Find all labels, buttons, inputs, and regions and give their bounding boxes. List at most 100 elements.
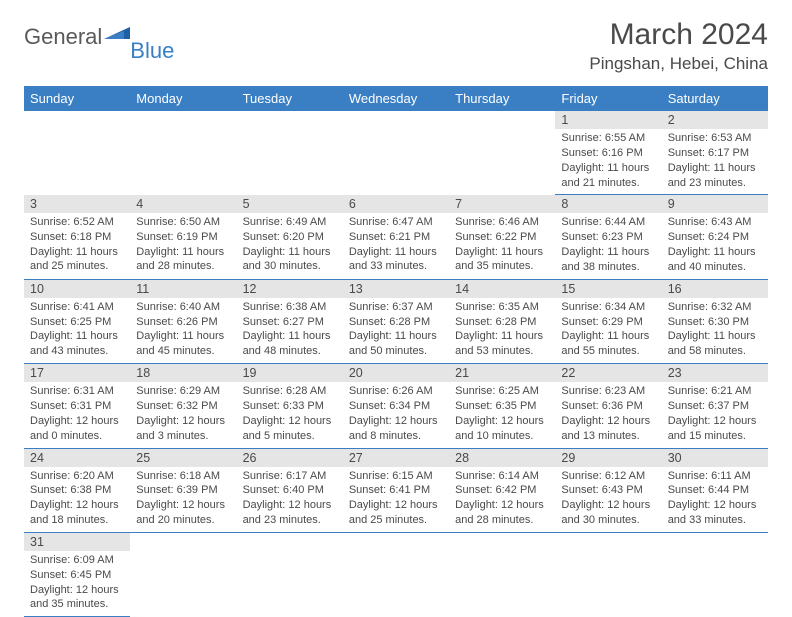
day-data-line: and 0 minutes.	[30, 429, 124, 444]
calendar-cell	[130, 111, 236, 195]
day-number: 15	[555, 280, 661, 298]
day-data-line: Sunset: 6:40 PM	[243, 483, 337, 498]
day-data: Sunrise: 6:46 AMSunset: 6:22 PMDaylight:…	[449, 213, 555, 278]
day-data: Sunrise: 6:21 AMSunset: 6:37 PMDaylight:…	[662, 382, 768, 447]
day-data-line: Sunrise: 6:53 AM	[668, 131, 762, 146]
day-number: 7	[449, 195, 555, 213]
title-block: March 2024 Pingshan, Hebei, China	[589, 18, 768, 74]
day-data-line: Daylight: 12 hours	[455, 414, 549, 429]
day-data-line: Sunset: 6:21 PM	[349, 230, 443, 245]
weekday-header: Sunday	[24, 86, 130, 111]
calendar-week-row: 24Sunrise: 6:20 AMSunset: 6:38 PMDayligh…	[24, 448, 768, 532]
calendar-cell: 10Sunrise: 6:41 AMSunset: 6:25 PMDayligh…	[24, 279, 130, 363]
day-data-line: Sunrise: 6:14 AM	[455, 469, 549, 484]
day-data-line: Sunrise: 6:31 AM	[30, 384, 124, 399]
calendar-cell: 4Sunrise: 6:50 AMSunset: 6:19 PMDaylight…	[130, 195, 236, 279]
day-data: Sunrise: 6:25 AMSunset: 6:35 PMDaylight:…	[449, 382, 555, 447]
day-data-line: Daylight: 12 hours	[136, 414, 230, 429]
day-data-line: and 10 minutes.	[455, 429, 549, 444]
day-data-line: Sunset: 6:37 PM	[668, 399, 762, 414]
day-number: 14	[449, 280, 555, 298]
calendar-cell: 1Sunrise: 6:55 AMSunset: 6:16 PMDaylight…	[555, 111, 661, 195]
day-data: Sunrise: 6:15 AMSunset: 6:41 PMDaylight:…	[343, 467, 449, 532]
day-data: Sunrise: 6:44 AMSunset: 6:23 PMDaylight:…	[555, 213, 661, 278]
calendar-week-row: 3Sunrise: 6:52 AMSunset: 6:18 PMDaylight…	[24, 195, 768, 279]
day-data-line: and 20 minutes.	[136, 513, 230, 528]
day-data-line: and 35 minutes.	[30, 597, 124, 612]
day-data-line: Sunset: 6:45 PM	[30, 568, 124, 583]
day-number: 31	[24, 533, 130, 551]
day-number: 13	[343, 280, 449, 298]
day-number: 3	[24, 195, 130, 213]
day-data-line: Sunset: 6:35 PM	[455, 399, 549, 414]
calendar-cell: 14Sunrise: 6:35 AMSunset: 6:28 PMDayligh…	[449, 279, 555, 363]
day-data-line: and 3 minutes.	[136, 429, 230, 444]
day-number: 20	[343, 364, 449, 382]
calendar-cell: 17Sunrise: 6:31 AMSunset: 6:31 PMDayligh…	[24, 364, 130, 448]
calendar-cell: 30Sunrise: 6:11 AMSunset: 6:44 PMDayligh…	[662, 448, 768, 532]
day-data-line: and 5 minutes.	[243, 429, 337, 444]
day-data-line: Daylight: 12 hours	[30, 498, 124, 513]
day-data-line: Sunrise: 6:47 AM	[349, 215, 443, 230]
calendar-cell: 28Sunrise: 6:14 AMSunset: 6:42 PMDayligh…	[449, 448, 555, 532]
day-number: 27	[343, 449, 449, 467]
day-number: 17	[24, 364, 130, 382]
day-data: Sunrise: 6:52 AMSunset: 6:18 PMDaylight:…	[24, 213, 130, 278]
day-data-line: and 43 minutes.	[30, 344, 124, 359]
day-data-line: Sunrise: 6:20 AM	[30, 469, 124, 484]
day-data-line: Sunset: 6:28 PM	[349, 315, 443, 330]
day-data-line: Sunrise: 6:50 AM	[136, 215, 230, 230]
day-data-line: Daylight: 12 hours	[668, 498, 762, 513]
day-data-line: Daylight: 12 hours	[30, 414, 124, 429]
day-data-line: Sunrise: 6:35 AM	[455, 300, 549, 315]
day-data-line: Sunrise: 6:43 AM	[668, 215, 762, 230]
day-data-line: and 13 minutes.	[561, 429, 655, 444]
day-data-line: Sunrise: 6:41 AM	[30, 300, 124, 315]
calendar-cell: 6Sunrise: 6:47 AMSunset: 6:21 PMDaylight…	[343, 195, 449, 279]
day-data-line: Daylight: 11 hours	[243, 329, 337, 344]
day-data-line: and 28 minutes.	[455, 513, 549, 528]
calendar-cell: 12Sunrise: 6:38 AMSunset: 6:27 PMDayligh…	[237, 279, 343, 363]
day-data: Sunrise: 6:17 AMSunset: 6:40 PMDaylight:…	[237, 467, 343, 532]
calendar-cell: 22Sunrise: 6:23 AMSunset: 6:36 PMDayligh…	[555, 364, 661, 448]
weekday-header-row: SundayMondayTuesdayWednesdayThursdayFrid…	[24, 86, 768, 111]
day-number: 24	[24, 449, 130, 467]
day-data-line: Daylight: 11 hours	[243, 245, 337, 260]
day-number: 4	[130, 195, 236, 213]
day-data-line: Sunset: 6:38 PM	[30, 483, 124, 498]
day-data-line: Daylight: 11 hours	[136, 329, 230, 344]
calendar-cell: 2Sunrise: 6:53 AMSunset: 6:17 PMDaylight…	[662, 111, 768, 195]
day-data-line: Sunrise: 6:40 AM	[136, 300, 230, 315]
weekday-header: Thursday	[449, 86, 555, 111]
weekday-header: Tuesday	[237, 86, 343, 111]
day-data-line: Sunrise: 6:21 AM	[668, 384, 762, 399]
day-data-line: Daylight: 12 hours	[30, 583, 124, 598]
day-data-line: and 55 minutes.	[561, 344, 655, 359]
day-data-line: Daylight: 12 hours	[668, 414, 762, 429]
day-data-line: Daylight: 12 hours	[561, 498, 655, 513]
day-data-line: Sunset: 6:34 PM	[349, 399, 443, 414]
calendar-cell: 3Sunrise: 6:52 AMSunset: 6:18 PMDaylight…	[24, 195, 130, 279]
calendar-week-row: 17Sunrise: 6:31 AMSunset: 6:31 PMDayligh…	[24, 364, 768, 448]
day-data-line: Sunrise: 6:26 AM	[349, 384, 443, 399]
day-data-line: Daylight: 12 hours	[349, 498, 443, 513]
day-number: 23	[662, 364, 768, 382]
day-data-line: Daylight: 11 hours	[668, 161, 762, 176]
day-data-line: Sunrise: 6:46 AM	[455, 215, 549, 230]
day-data-line: Sunrise: 6:28 AM	[243, 384, 337, 399]
flag-icon	[104, 23, 130, 48]
calendar-cell: 16Sunrise: 6:32 AMSunset: 6:30 PMDayligh…	[662, 279, 768, 363]
logo-text-blue: Blue	[130, 38, 174, 64]
day-data-line: Sunrise: 6:11 AM	[668, 469, 762, 484]
day-data-line: Sunset: 6:19 PM	[136, 230, 230, 245]
day-number: 9	[662, 195, 768, 213]
location: Pingshan, Hebei, China	[589, 54, 768, 74]
day-data: Sunrise: 6:26 AMSunset: 6:34 PMDaylight:…	[343, 382, 449, 447]
day-data-line: Sunrise: 6:25 AM	[455, 384, 549, 399]
calendar-cell: 11Sunrise: 6:40 AMSunset: 6:26 PMDayligh…	[130, 279, 236, 363]
day-data-line: and 25 minutes.	[349, 513, 443, 528]
calendar-cell	[237, 111, 343, 195]
calendar-cell	[662, 532, 768, 616]
day-data-line: Daylight: 11 hours	[349, 245, 443, 260]
day-number: 18	[130, 364, 236, 382]
